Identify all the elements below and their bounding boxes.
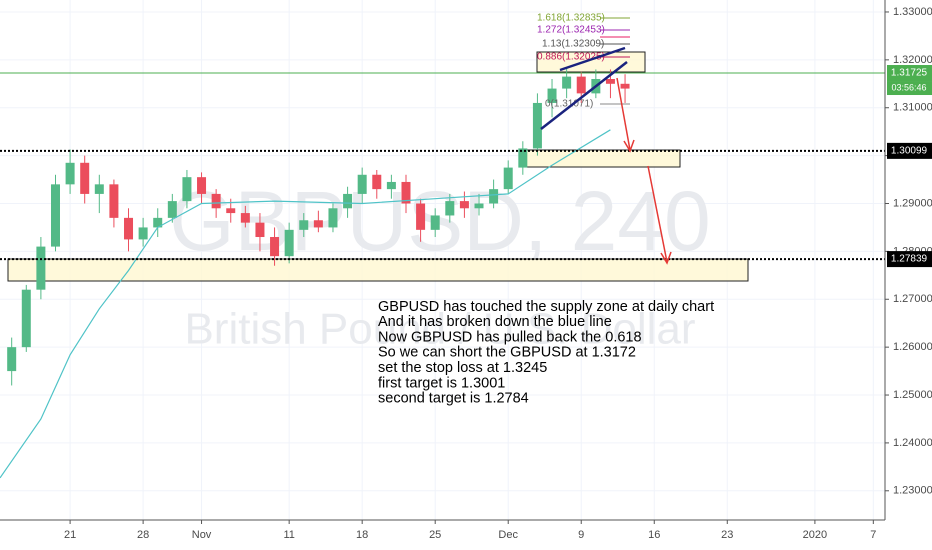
x-tick-label: 16 [648,529,660,541]
candle-body [372,174,382,190]
price-label: 1.31725 [891,68,928,79]
candle-body [50,184,60,247]
candle-body [489,189,499,204]
support-zone [519,149,681,168]
candle-body [343,193,353,209]
x-tick-label: 11 [283,529,294,541]
candle-body [620,83,630,89]
countdown-box [887,81,932,96]
y-tick-label: 1.32000 [893,54,932,66]
candle-body [270,237,280,257]
candle-body [182,177,192,202]
x-tick-label: Nov [192,529,212,541]
candle-body [357,174,367,194]
candle-body [80,162,90,194]
candle-body [36,246,46,290]
trend-line [559,46,626,72]
candle-body [226,208,236,214]
y-tick-label: 1.26000 [893,341,932,353]
price-label-box [887,142,932,159]
candle-body [167,201,177,218]
candle-body [518,148,528,168]
y-tick-label: 1.23000 [893,485,932,497]
x-tick-label: 25 [429,529,441,541]
candle-body [386,181,396,190]
candle-body [7,347,17,372]
candle-body [430,215,440,230]
y-tick-label: 1.24000 [893,437,932,449]
x-tick-label: 21 [64,529,76,541]
x-tick-label: 7 [870,529,876,541]
candle-body [459,201,469,209]
x-tick-label: 23 [721,529,733,541]
fib-label: 0.886(1.32025) [537,52,605,63]
candle-body [474,203,484,209]
y-tick-label: 1.31000 [893,102,932,114]
x-tick-label: 2020 [803,529,827,541]
fib-label: 1.272(1.32453) [537,25,605,36]
candle-body [153,217,163,228]
candle-body [416,203,426,230]
watermark: GBPUSD, 240 [169,174,711,268]
candle-body [138,227,148,240]
price-label-box [887,65,932,82]
fib-lines [600,17,630,105]
annotation-line: second target is 1.2784 [378,391,529,407]
arrow [616,77,672,265]
fib-label: 1.618(1.32835) [537,13,605,24]
y-tick-label: 1.33000 [893,6,932,18]
candle-body [94,184,104,194]
annotation-line: GBPUSD has touched the supply zone at da… [378,299,714,315]
x-tick-label: 9 [578,529,584,541]
annotation-line: first target is 1.3001 [378,375,505,391]
candle-body [445,201,455,216]
y-tick-label: 1.25000 [893,389,932,401]
candle-body [240,213,250,223]
x-tick-label: Dec [498,529,518,541]
trend-line [540,61,628,130]
fib-label: 0(1.31071) [545,99,593,110]
candle-body [255,222,265,238]
candle-body [211,193,221,209]
y-tick-label: 1.27000 [893,293,932,305]
candle-body [65,162,75,185]
annotation-line: So we can short the GBPUSD at 1.3172 [378,345,636,361]
y-tick-label: 1.29000 [893,197,932,209]
annotation-line: And it has broken down the blue line [378,314,612,330]
axes: 1.230001.240001.250001.260001.270001.280… [64,6,932,541]
candle-body [299,220,309,230]
countdown: 03:56:46 [891,82,926,92]
candle-body [21,289,31,348]
candle-body [576,76,586,94]
moving-average [0,129,611,479]
candle-body [532,102,542,149]
candle-body [605,79,615,84]
price-label: 1.27839 [891,254,928,265]
candle-body [547,88,557,103]
candle-body [124,217,134,240]
fib-label: 1.13(1.32309) [542,39,604,50]
x-tick-label: 28 [137,529,149,541]
annotation-line: set the stop loss at 1.3245 [378,360,547,376]
price-label: 1.30099 [891,146,928,157]
candle-body [197,177,207,194]
candle-body [401,181,411,204]
candle-body [109,184,119,218]
candle-body [313,220,323,228]
candle-body [562,76,572,89]
price-label-box [887,251,932,268]
watermark-description: British Pound / U.S. Dollar [184,305,695,354]
candle-body [284,229,294,257]
demand-zone [7,258,749,282]
candle-body [503,167,513,190]
annotation: GBPUSD has touched the supply zone at da… [378,299,714,407]
candle-body [328,208,338,228]
x-tick-label: 18 [356,529,368,541]
annotation-line: Now GBPUSD has pulled back the 0.618 [378,329,642,345]
